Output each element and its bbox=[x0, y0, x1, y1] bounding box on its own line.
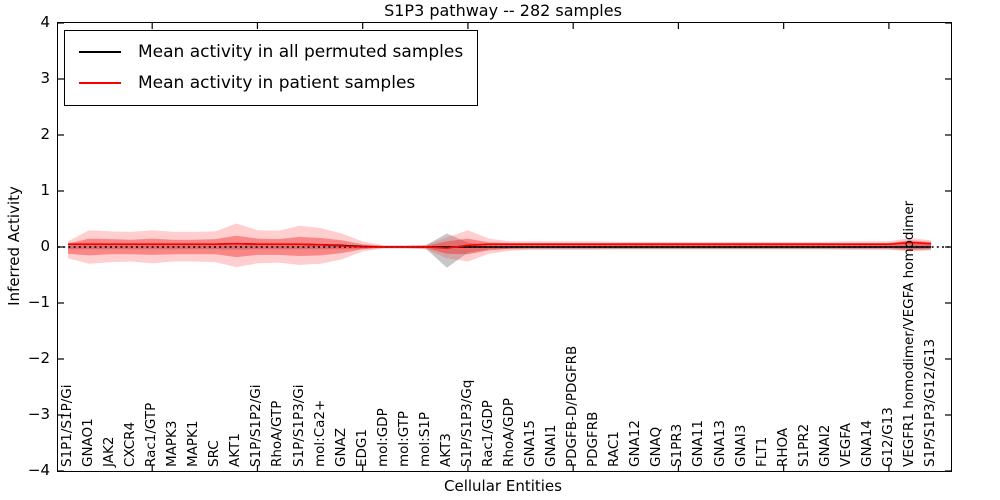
x-tick-label: JAK2 bbox=[101, 436, 118, 467]
x-tick-label: RhoA/GDP bbox=[501, 398, 518, 467]
x-tick-label: S1P/S1P3/Gi bbox=[290, 384, 307, 468]
x-tick-label: Rac1/GDP bbox=[479, 400, 496, 467]
x-tick-label: RhoA/GTP bbox=[269, 400, 286, 467]
x-tick-label: GNAZ bbox=[332, 427, 349, 467]
x-tick-label: MAPK3 bbox=[164, 420, 181, 467]
x-tick-label: PDGFRB bbox=[585, 411, 602, 467]
x-tick-label: PDGFB-D/PDGFRB bbox=[564, 345, 581, 467]
x-axis-label: Cellular Entities bbox=[444, 477, 562, 495]
x-tick-label: S1PR3 bbox=[669, 423, 686, 467]
legend-entry-permuted: Mean activity in all permuted samples bbox=[79, 36, 463, 67]
x-tick-label: FLT1 bbox=[753, 436, 770, 467]
y-tick-label: −2 bbox=[27, 349, 50, 367]
plot-area bbox=[57, 22, 952, 472]
x-tick-label: S1PR2 bbox=[795, 423, 812, 467]
legend-entry-patient: Mean activity in patient samples bbox=[79, 67, 463, 98]
x-tick-label: CXCR4 bbox=[122, 421, 139, 467]
x-tick-label: GNA14 bbox=[858, 420, 875, 467]
legend-label-patient: Mean activity in patient samples bbox=[138, 72, 416, 93]
x-tick-label: mol:GTP bbox=[395, 410, 412, 467]
x-tick-label: GNAO1 bbox=[80, 418, 97, 467]
x-tick-label: S1P/S1P3/G12/G13 bbox=[922, 338, 938, 467]
x-tick-label: GNA13 bbox=[711, 420, 728, 467]
x-tick-label: mol:Ca2+ bbox=[311, 399, 328, 467]
x-tick-label: VEGFA bbox=[837, 423, 854, 467]
x-tick-label: GNA15 bbox=[522, 420, 539, 467]
x-tick-label: EDG1 bbox=[353, 429, 370, 467]
x-tick-label: RAC1 bbox=[606, 431, 623, 467]
plot-canvas bbox=[58, 23, 951, 471]
permuted-line-swatch-icon bbox=[79, 50, 121, 53]
x-tick-label: MAPK1 bbox=[185, 420, 202, 467]
y-tick-label: 0 bbox=[40, 237, 50, 255]
x-tick-label: S1P/S1P3/Gq bbox=[458, 379, 475, 467]
y-tick-label: −3 bbox=[27, 405, 50, 423]
x-tick-label: mol:GDP bbox=[374, 408, 391, 467]
x-tick-label: VEGFR1 homodimer/VEGFA homodimer bbox=[900, 200, 917, 467]
x-tick-label: Rac1/GTP bbox=[143, 402, 160, 467]
x-tick-label: mol:S1P bbox=[416, 411, 433, 467]
patient-mean-line bbox=[68, 241, 932, 249]
y-tick-label: 3 bbox=[40, 69, 50, 87]
x-tick-label: GNAQ bbox=[648, 426, 665, 467]
x-tick-label: GNAI1 bbox=[543, 424, 560, 467]
y-tick-label: 1 bbox=[40, 181, 50, 199]
x-tick-label: GNAI3 bbox=[732, 424, 749, 467]
x-tick-label: GNAI2 bbox=[816, 424, 833, 467]
patient-line-swatch-icon bbox=[79, 81, 121, 84]
x-tick-label: SRC bbox=[206, 440, 223, 467]
patient-sample-range-outer-band bbox=[68, 223, 931, 268]
x-tick-label: AKT1 bbox=[227, 433, 244, 467]
x-tick-label: GNA11 bbox=[690, 420, 707, 467]
x-tick-label: S1P1/S1P/Gi bbox=[59, 384, 75, 468]
x-tick-label: G12/G13 bbox=[879, 407, 896, 467]
y-tick-label: −4 bbox=[27, 461, 50, 479]
y-tick-label: 4 bbox=[40, 13, 50, 31]
x-tick-label: S1P/S1P2/Gi bbox=[248, 384, 265, 468]
legend-label-permuted: Mean activity in all permuted samples bbox=[138, 41, 464, 62]
x-tick-label: RHOA bbox=[774, 427, 791, 467]
y-tick-label: 2 bbox=[40, 125, 50, 143]
chart-title: S1P3 pathway -- 282 samples bbox=[384, 1, 622, 20]
y-tick-label: −1 bbox=[27, 293, 50, 311]
legend: Mean activity in all permuted samples Me… bbox=[64, 30, 479, 106]
x-tick-label: GNA12 bbox=[627, 420, 644, 467]
x-tick-label: AKT3 bbox=[437, 433, 454, 467]
